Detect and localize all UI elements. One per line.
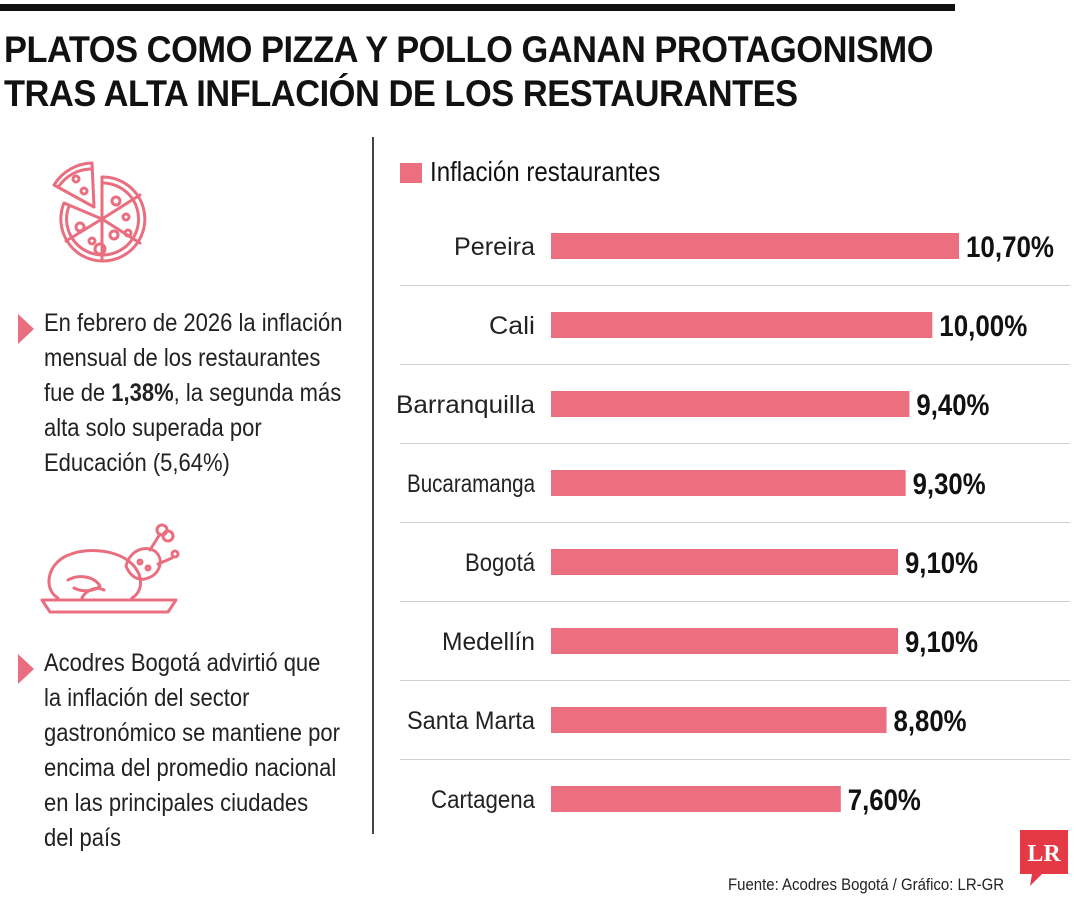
pizza-icon bbox=[40, 155, 164, 279]
value-label: 10,00% bbox=[939, 310, 1027, 343]
category-label: Bogotá bbox=[465, 549, 535, 577]
value-label: 9,10% bbox=[905, 547, 978, 580]
bar bbox=[551, 312, 933, 338]
headline-line-1: PLATOS COMO PIZZA Y POLLO GANAN PROTAGON… bbox=[4, 29, 934, 70]
bar-chart: Pereira 10,70% Cali 10,00% Barranquilla 9,40%… bbox=[380, 205, 1080, 835]
note-highlight-value: 1,38% bbox=[111, 379, 174, 407]
value-label: 9,10% bbox=[905, 626, 978, 659]
bar-chart-svg: Pereira 10,70% Cali 10,00% Barranquilla 9,40%… bbox=[396, 231, 1070, 817]
category-label: Santa Marta bbox=[407, 707, 535, 735]
value-label: 10,70% bbox=[966, 231, 1054, 264]
note-text: Acodres Bogotá advirtió que la inflación… bbox=[44, 649, 340, 852]
lr-logo-text: LR bbox=[1027, 841, 1061, 867]
column-divider bbox=[372, 137, 374, 834]
bar bbox=[551, 707, 887, 733]
bar bbox=[551, 233, 959, 259]
note-text: En febrero de 2026 la inflación mensual … bbox=[44, 306, 343, 481]
headline-line-2: TRAS ALTA INFLACIÓN DE LOS RESTAURANTES bbox=[4, 73, 798, 114]
bar bbox=[551, 628, 898, 654]
category-label: Cali bbox=[489, 312, 535, 340]
legend-swatch bbox=[400, 163, 422, 183]
lr-logo: LR bbox=[1020, 830, 1068, 888]
bar bbox=[551, 391, 910, 417]
source-credit: Fuente: Acodres Bogotá / Gráfico: LR-GR bbox=[728, 875, 1005, 894]
bar bbox=[551, 549, 898, 575]
value-label: 8,80% bbox=[894, 705, 967, 738]
bullet-triangle-icon bbox=[18, 314, 34, 344]
note-text-end: , la segunda más alta solo superada por … bbox=[44, 379, 342, 477]
roast-chicken-icon bbox=[38, 520, 180, 620]
category-label: Cartagena bbox=[431, 786, 535, 814]
bullet-triangle-icon bbox=[18, 654, 34, 684]
note-text-start: En febrero de 2026 la inflación mensual … bbox=[44, 309, 343, 407]
category-label: Medellín bbox=[442, 628, 535, 656]
category-label: Pereira bbox=[454, 233, 535, 261]
value-label: 7,60% bbox=[848, 784, 921, 817]
category-label: Bucaramanga bbox=[407, 470, 535, 498]
value-label: 9,30% bbox=[913, 468, 986, 501]
note-inflation-feb: En febrero de 2026 la inflación mensual … bbox=[18, 306, 358, 496]
top-rule bbox=[0, 4, 955, 11]
bar bbox=[551, 470, 906, 496]
headline: PLATOS COMO PIZZA Y POLLO GANAN PROTAGON… bbox=[4, 28, 934, 116]
note-acodres: Acodres Bogotá advirtió que la inflación… bbox=[18, 646, 358, 866]
value-label: 9,40% bbox=[916, 389, 989, 422]
legend-label: Inflación restaurantes bbox=[430, 156, 661, 187]
category-label: Barranquilla bbox=[396, 391, 535, 419]
bar bbox=[551, 786, 841, 812]
